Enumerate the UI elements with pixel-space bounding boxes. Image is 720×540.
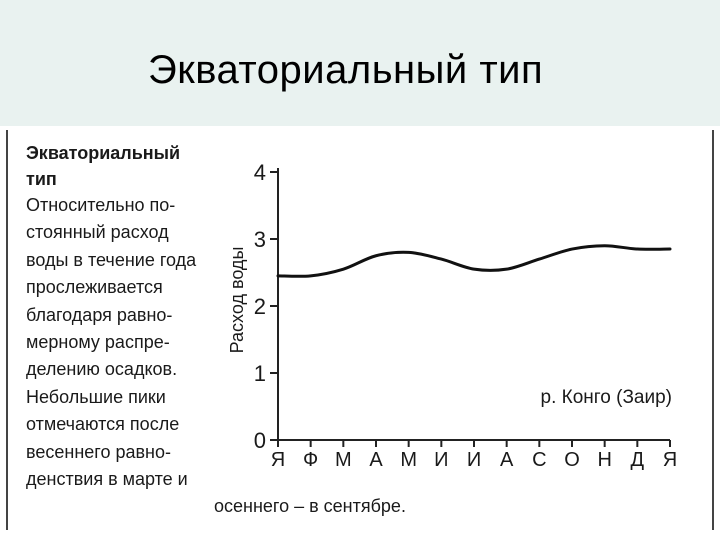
caption-line: делению осадков. xyxy=(26,359,178,380)
caption-line: мерному распре- xyxy=(26,332,170,353)
caption-tail: осеннего – в сентябре. xyxy=(214,496,406,516)
caption-heading-line-1: Экваториальный xyxy=(26,143,181,163)
x-tick-label: М xyxy=(400,449,417,471)
y-tick-label: 1 xyxy=(254,361,266,386)
figure-border-right xyxy=(712,130,714,530)
x-tick-label: О xyxy=(564,449,580,471)
caption-line: весеннего равно- xyxy=(26,441,171,462)
caption-line: благодаря равно- xyxy=(26,304,173,325)
x-tick-label: Я xyxy=(271,449,285,471)
caption-line: прослеживается xyxy=(26,277,163,298)
x-tick-label: С xyxy=(532,449,546,471)
caption-line: отмечаются после xyxy=(26,414,180,435)
caption-heading-line-2: тип xyxy=(26,169,57,189)
x-tick-label: И xyxy=(434,449,448,471)
y-axis-label: Расход воды xyxy=(227,247,247,354)
caption-line: воды в течение года xyxy=(26,249,197,270)
series-line xyxy=(276,244,672,278)
caption: Экваториальный тип Относительно по- стоя… xyxy=(26,140,226,493)
chart-annotation: р. Конго (Заир) xyxy=(541,387,673,408)
x-tick-label: М xyxy=(335,449,352,471)
y-tick-label: 3 xyxy=(254,227,266,252)
title-band xyxy=(0,0,720,126)
figure-border-left xyxy=(6,130,8,530)
y-tick-label: 0 xyxy=(254,428,266,453)
slide-title: Экваториальный тип xyxy=(148,48,544,92)
x-tick-label: Н xyxy=(597,449,611,471)
x-tick-label: И xyxy=(467,449,481,471)
x-tick-label: Я xyxy=(663,449,677,471)
y-tick-label: 4 xyxy=(254,160,266,185)
caption-line: денствия в марте и xyxy=(26,469,188,490)
caption-line: Небольшие пики xyxy=(26,386,166,407)
x-tick-label: Д xyxy=(631,449,645,471)
x-tick-label: А xyxy=(500,449,514,471)
y-tick-label: 2 xyxy=(254,294,266,319)
caption-line: Относительно по- xyxy=(26,195,176,215)
x-tick-label: Ф xyxy=(303,449,318,471)
x-tick-label: А xyxy=(369,449,383,471)
caption-line: стоянный расход xyxy=(26,222,169,243)
figure-panel xyxy=(0,126,720,540)
